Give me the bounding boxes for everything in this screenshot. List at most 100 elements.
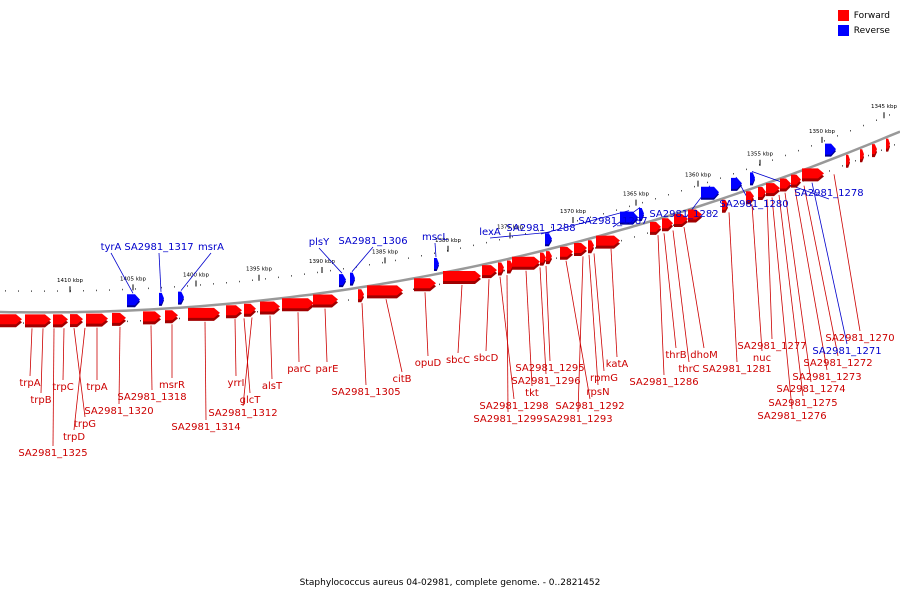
forward-gene-arrow[interactable]: [313, 294, 338, 305]
connector-line: [73, 328, 86, 418]
forward-gene-arrow[interactable]: [886, 138, 890, 149]
ruler-dot: [473, 244, 474, 247]
forward-gene-arrow[interactable]: [574, 243, 587, 254]
ruler-dot: [44, 290, 45, 292]
reverse-gene-arrow[interactable]: [701, 186, 719, 198]
forward-gene-arrow[interactable]: [722, 199, 728, 210]
forward-gene-arrow[interactable]: [872, 144, 877, 155]
forward-gene-arrow[interactable]: [758, 186, 766, 197]
forward-gene-arrow[interactable]: [662, 218, 673, 229]
forward-gene-arrow[interactable]: [260, 301, 280, 312]
forward-gene-arrow[interactable]: [0, 314, 22, 325]
ruler-dot: [577, 220, 578, 222]
reverse-gene-arrow[interactable]: [350, 272, 355, 284]
ruler-dot: [551, 226, 552, 229]
forward-gene-arrow[interactable]: [112, 312, 126, 323]
reverse-gene-arrow[interactable]: [159, 292, 164, 304]
connector-line: [794, 188, 828, 371]
genome-backbone: [0, 130, 900, 314]
reverse-gene-arrow[interactable]: [620, 211, 638, 223]
forward-gene-arrow[interactable]: [546, 251, 552, 262]
forward-gene-label: SA2981_1273: [792, 372, 861, 383]
reverse-gene-arrow[interactable]: [127, 294, 140, 306]
reverse-gene-arrow[interactable]: [750, 172, 755, 184]
forward-gene-label: parE: [316, 364, 339, 375]
forward-gene-label: SA2981_1271: [812, 346, 881, 357]
forward-gene-label: SA2981_1292: [555, 401, 624, 412]
connector-line: [499, 276, 515, 400]
reverse-gene-arrow[interactable]: [178, 291, 184, 303]
connector-line: [204, 321, 207, 421]
ruler-dot: [122, 288, 123, 291]
forward-gene-arrow[interactable]: [70, 314, 83, 325]
forward-gene-arrow[interactable]: [860, 149, 864, 160]
forward-gene-arrow[interactable]: [746, 191, 754, 202]
connector-line: [803, 185, 839, 357]
forward-gene-arrow[interactable]: [358, 289, 364, 300]
reverse-gene-arrow[interactable]: [434, 258, 439, 270]
ruler-dot: [621, 239, 622, 242]
forward-gene-label: opuD: [415, 358, 442, 369]
ruler-dot: [434, 252, 435, 254]
forward-gene-arrow[interactable]: [165, 310, 178, 321]
genome-caption: Staphylococcus aureus 04-02981, complete…: [299, 578, 601, 588]
forward-gene-arrow[interactable]: [282, 298, 314, 309]
forward-gene-label: tkt: [525, 388, 539, 399]
forward-gene-arrow[interactable]: [25, 314, 51, 325]
forward-gene-label: SA2981_1293: [543, 414, 612, 425]
forward-gene-arrow[interactable]: [443, 270, 481, 281]
forward-gene-arrow[interactable]: [226, 305, 242, 316]
forward-gene-arrow[interactable]: [414, 278, 436, 289]
ruler-dot: [161, 286, 162, 289]
ruler-dot: [226, 282, 227, 284]
forward-gene-arrow[interactable]: [588, 240, 594, 251]
reverse-gene-arrow[interactable]: [731, 177, 742, 189]
forward-gene-arrow[interactable]: [86, 313, 108, 324]
ruler-dot: [525, 233, 526, 235]
forward-gene-label: glcT: [240, 395, 262, 406]
forward-gene-arrow[interactable]: [482, 265, 497, 276]
ruler-dot: [174, 286, 175, 288]
ruler-dot: [746, 168, 747, 171]
ruler-dot: [96, 289, 97, 292]
forward-gene-arrow[interactable]: [846, 154, 850, 165]
reverse-gene-label: tyrA: [101, 242, 122, 253]
ruler-dot: [868, 154, 869, 157]
connector-line: [485, 279, 490, 352]
connector-line: [150, 325, 153, 391]
forward-gene-arrow[interactable]: [791, 174, 801, 185]
forward-gene-arrow[interactable]: [688, 209, 702, 220]
reverse-gene-arrow[interactable]: [825, 143, 836, 155]
forward-gene-arrow[interactable]: [650, 221, 661, 232]
forward-gene-arrow[interactable]: [507, 260, 513, 271]
forward-gene-arrow[interactable]: [540, 252, 546, 263]
forward-gene-arrow[interactable]: [143, 311, 161, 322]
forward-gene-arrow[interactable]: [367, 285, 403, 296]
forward-gene-arrow[interactable]: [766, 183, 780, 194]
ruler-dot: [23, 322, 24, 324]
legend-item-forward: Forward: [837, 8, 890, 23]
forward-gene-arrow[interactable]: [512, 256, 540, 267]
forward-gene-arrow[interactable]: [596, 235, 620, 246]
reverse-gene-arrow[interactable]: [545, 233, 552, 245]
forward-gene-arrow[interactable]: [188, 307, 220, 318]
forward-gene-arrow[interactable]: [498, 262, 504, 273]
forward-gene-arrow[interactable]: [560, 246, 573, 257]
forward-gene-arrow[interactable]: [674, 213, 688, 224]
forward-gene-arrow[interactable]: [802, 168, 824, 179]
connector-line: [52, 328, 55, 447]
forward-gene-label: thrC: [678, 364, 699, 375]
forward-gene-arrow[interactable]: [780, 178, 791, 189]
reverse-gene-arrow[interactable]: [339, 274, 346, 286]
forward-gene-arrow[interactable]: [53, 314, 68, 325]
connector-line: [778, 194, 804, 397]
forward-gene-label: thrB: [665, 350, 686, 361]
forward-gene-label: trpG: [74, 419, 96, 430]
ruler-dot: [460, 247, 461, 249]
forward-gene-arrow[interactable]: [244, 303, 256, 314]
ruler-dot: [894, 144, 895, 146]
ruler-dot: [486, 241, 487, 244]
reverse-gene-arrow[interactable]: [639, 208, 644, 220]
legend: Forward Reverse: [837, 8, 890, 38]
connector-line: [588, 254, 599, 386]
